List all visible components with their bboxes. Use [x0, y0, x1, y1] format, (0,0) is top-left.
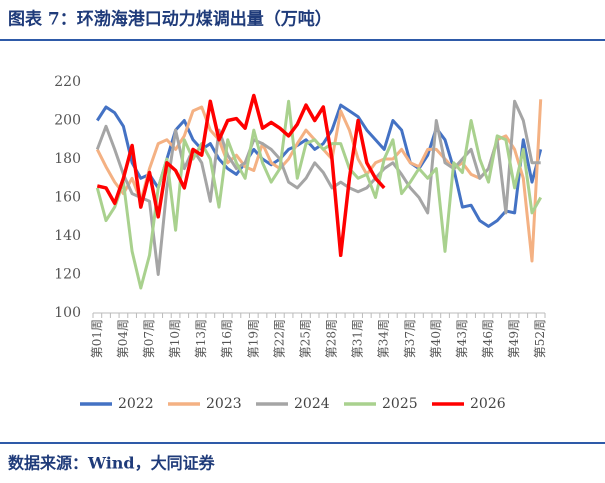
x-tick-label: 第07周 — [142, 319, 156, 358]
x-tick-label: 第49周 — [507, 319, 521, 358]
x-tick-label: 第01周 — [90, 319, 104, 358]
x-tick-label: 第52周 — [533, 319, 547, 358]
x-tick-label: 第43周 — [455, 319, 469, 358]
x-tick-label: 第37周 — [403, 319, 417, 358]
x-tick-label: 第13周 — [194, 319, 208, 358]
y-tick-label: 160 — [54, 190, 81, 206]
chart-title: 图表 7：环渤海港口动力煤调出量（万吨） — [8, 9, 332, 30]
x-tick-label: 第34周 — [377, 319, 391, 358]
source-note: 数据来源：Wind，大同证券 — [8, 454, 216, 473]
legend-label: 2025 — [382, 396, 418, 412]
y-tick-label: 120 — [54, 267, 81, 283]
x-tick-label: 第25周 — [298, 319, 312, 358]
x-tick-label: 第28周 — [325, 319, 339, 358]
x-tick-label: 第10周 — [168, 319, 182, 358]
x-tick-label: 第04周 — [116, 319, 130, 358]
legend-label: 2026 — [470, 396, 506, 412]
legend-label: 2022 — [118, 396, 154, 412]
x-tick-label: 第31周 — [351, 319, 365, 358]
y-tick-label: 200 — [54, 113, 81, 129]
x-tick-label: 第16周 — [220, 319, 234, 358]
y-tick-label: 180 — [54, 151, 81, 167]
legend-label: 2024 — [294, 396, 330, 412]
legend-label: 2023 — [206, 396, 242, 412]
y-tick-label: 140 — [54, 228, 81, 244]
x-tick-label: 第46周 — [481, 319, 495, 358]
x-tick-label: 第22周 — [272, 319, 286, 358]
y-tick-label: 220 — [54, 74, 81, 90]
series-line — [96, 93, 386, 258]
series-line — [95, 99, 543, 290]
x-tick-label: 第40周 — [429, 319, 443, 358]
x-tick-label: 第19周 — [246, 319, 260, 358]
y-tick-label: 100 — [54, 305, 81, 321]
